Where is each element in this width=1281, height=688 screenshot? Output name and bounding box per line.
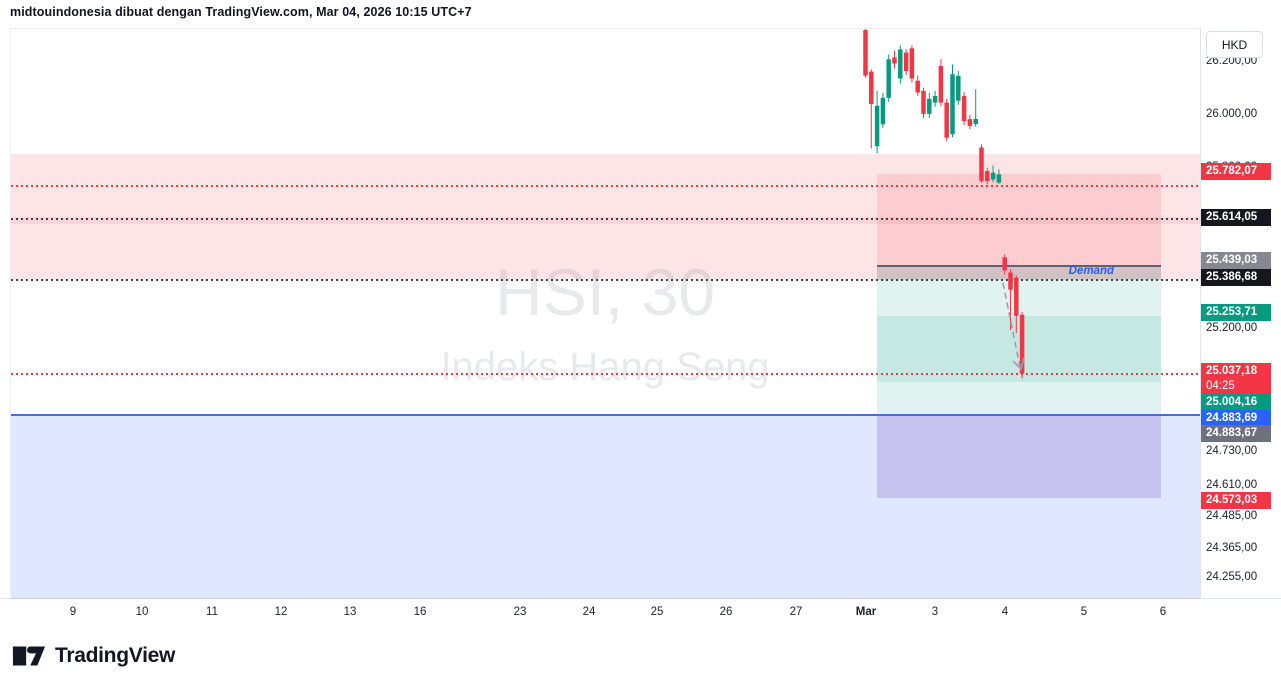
candle-body [874,105,880,147]
candle-body [903,52,909,72]
time-axis[interactable]: 9 10 11 12 13 16 23 24 25 26 27 Mar 3 4 5 6 [0,598,1281,628]
candle-body [1008,272,1013,290]
chart-pane[interactable]: HSI, 30 Indeks Hang Seng Demand [10,28,1200,599]
candlestick-series[interactable] [11,29,1200,599]
price-label-badge: 24.573,03 [1201,491,1271,509]
candle-body [921,90,926,114]
price-label-badge: 25.004,16 [1201,393,1271,411]
price-label-badge: 24.883,69 [1201,409,1271,427]
currency-toggle-button[interactable]: HKD [1206,31,1263,58]
candle-body [990,172,996,180]
time-tick-mar: Mar [855,606,877,618]
candle-body [869,71,874,104]
price-line-current-price-line [11,372,1200,375]
candle-body [985,171,990,182]
time-tick-3: 3 [931,606,939,618]
price-label-badge: 25.614,05 [1201,208,1271,226]
snapshot-header: midtouindonesia dibuat dengan TradingVie… [10,5,472,19]
time-tick-4: 4 [1001,606,1009,618]
time-tick-25: 25 [650,606,664,618]
time-tick-5: 5 [1080,606,1088,618]
time-tick-13: 13 [343,606,357,618]
time-tick-11: 11 [206,606,218,618]
price-line-dark-dotted-25386 [11,279,1200,282]
candle-body [898,49,903,79]
bar-countdown: 04:25 [1206,380,1235,392]
price-tick: 24.255,00 [1206,571,1258,583]
time-tick-16: 16 [413,606,427,618]
candle-body [996,174,1002,183]
price-line-solid-dark-25439 [877,265,1161,268]
price-line-dark-dotted-25614 [11,218,1200,221]
candle-body [927,98,932,114]
candle-body [915,80,920,93]
candle-body [956,75,961,101]
price-label-badge: 25.253,71 [1201,303,1271,321]
price-label-badge: 25.782,07 [1201,162,1271,180]
price-label-badge: 25.439,03 [1201,251,1271,269]
candle-body [886,59,891,98]
time-tick-26: 26 [719,606,733,618]
candle-body [961,95,967,122]
candle-body [863,30,868,76]
time-tick-23: 23 [513,606,527,618]
candle-body [979,147,984,182]
candle-body [909,48,915,79]
price-tick: 24.365,00 [1206,542,1258,554]
price-tick: 26.000,00 [1206,108,1258,120]
candle-body [1019,314,1025,374]
time-tick-27: 27 [789,606,803,618]
candle-body [950,74,955,135]
candle-body [938,65,944,103]
zone-blue-band [11,414,1200,599]
tradingview-logo-icon [12,646,46,666]
trend-arrow[interactable] [1002,282,1021,368]
price-line-red-dotted-upper [11,185,1200,188]
tradingview-logo[interactable]: TradingView [12,644,175,668]
candle-body [944,102,949,138]
candle-body [1014,277,1019,316]
candle-body [973,118,978,125]
price-tick: 24.610,00 [1206,479,1258,491]
candle-body [892,57,897,64]
price-line-blue-line-24883 [11,413,1200,416]
price-tick: 24.730,00 [1206,445,1258,457]
price-tick: 26.200,00 [1206,55,1258,67]
trend-arrow-head [1012,357,1025,371]
demand-zone-label: Demand [1068,265,1114,277]
price-tick: 24.485,00 [1206,510,1258,522]
price-label-badge: 24.883,67 [1201,424,1271,442]
time-tick-12: 12 [274,606,288,618]
zone-purple-box [877,414,1161,498]
zone-gray-box [877,266,1161,281]
price-axis[interactable]: HKD 26.200,0026.000,0025.800,0025.200,00… [1200,28,1281,598]
candle-body [1002,257,1007,271]
candle-body [932,95,938,103]
tradingview-wordmark: TradingView [55,644,176,667]
time-tick-9: 9 [69,606,77,618]
zone-supply-band [11,153,1200,279]
time-tick-6: 6 [1159,606,1167,618]
candle-body [880,97,886,125]
time-tick-24: 24 [582,606,596,618]
price-tick: 25.200,00 [1206,322,1258,334]
price-label-badge: 25.037,18 04:25 [1201,363,1271,395]
zone-supply-stripe [11,217,1200,224]
candle-body [967,119,973,126]
price-label-badge: 25.386,68 [1201,268,1271,286]
time-tick-10: 10 [135,606,149,618]
